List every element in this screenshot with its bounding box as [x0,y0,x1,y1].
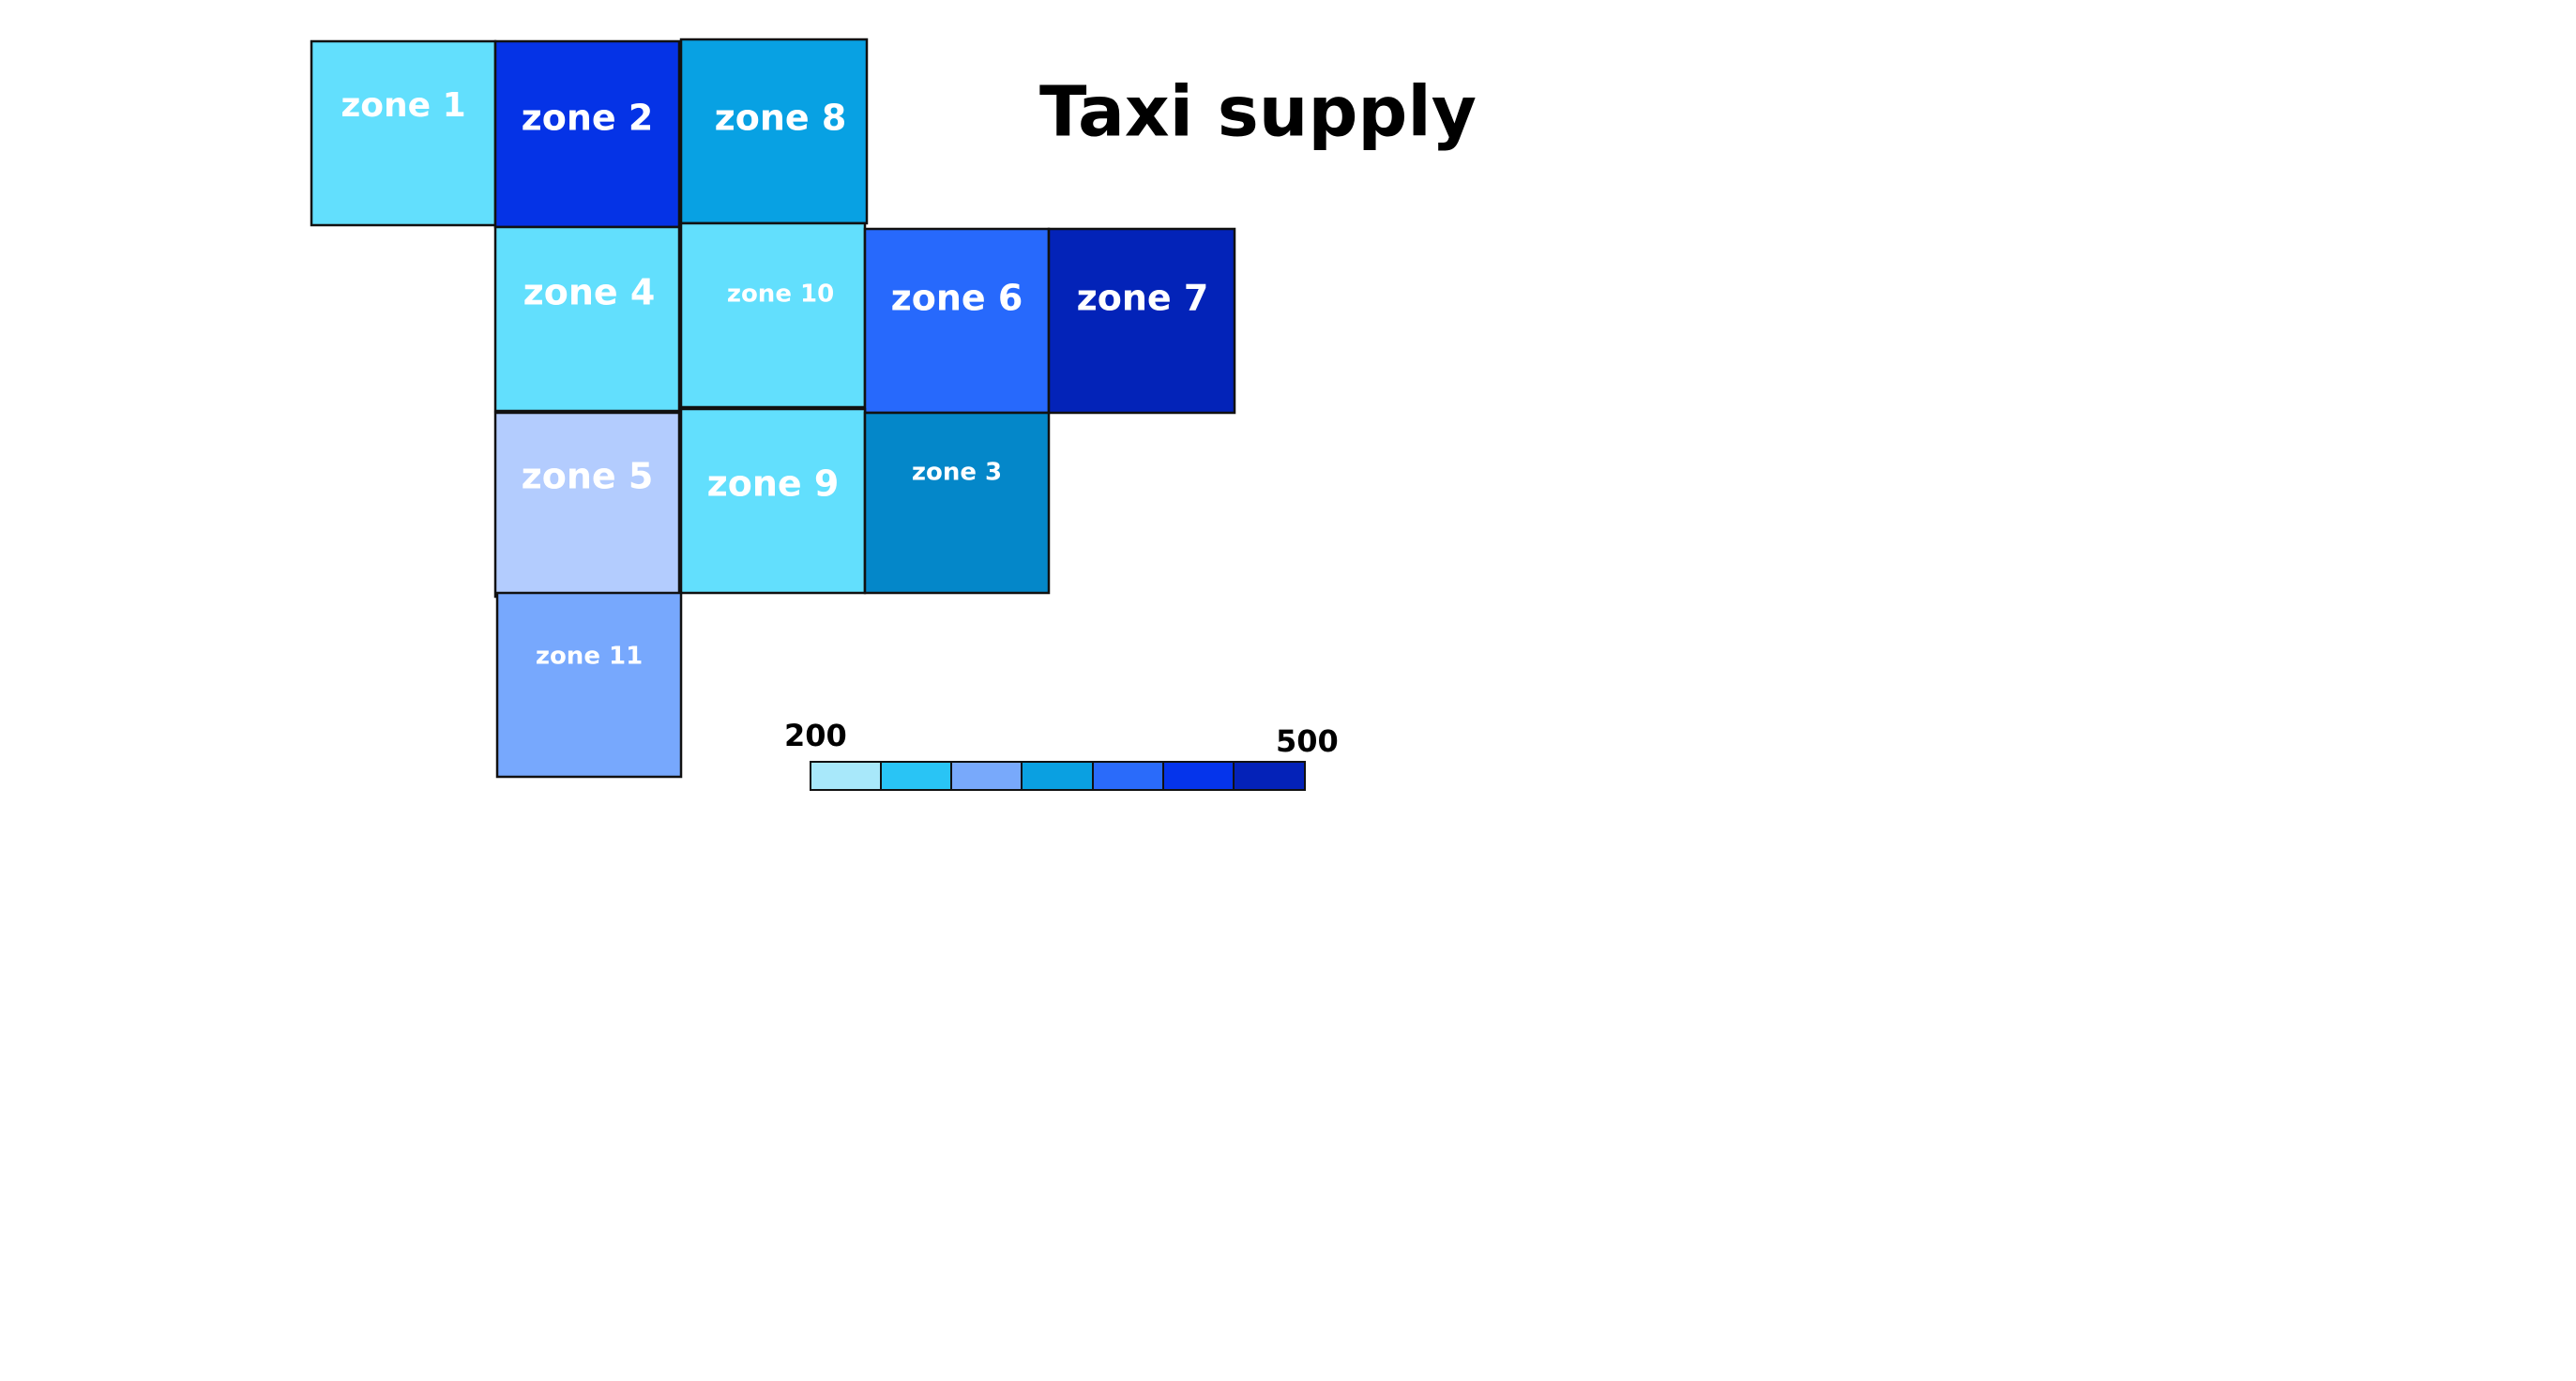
legend-swatch [1021,761,1094,791]
zone-tile: zone 3 [863,411,1051,595]
zone-tile: zone 9 [679,407,867,595]
zone-label: zone 7 [1077,278,1209,319]
zone-tile: zone 6 [863,227,1051,415]
legend-swatch [1233,761,1306,791]
zone-tile: zone 7 [1047,227,1236,415]
zone-label: zone 6 [891,278,1023,319]
zone-cell [310,39,497,227]
zone-label: zone 4 [523,272,656,313]
zone-tile: zone 11 [495,591,683,779]
zone-label: zone 10 [727,281,834,309]
zone-cell [493,225,681,413]
zone-cell [1047,227,1236,415]
zone-cell [863,411,1051,595]
zone-cell [493,411,681,599]
legend-swatch [1092,761,1164,791]
zone-cell [493,39,681,229]
zone-tile: zone 10 [679,221,867,409]
color-legend: 200 500 [784,718,1339,791]
zone-label: zone 8 [715,98,847,139]
legend-swatch [880,761,952,791]
zone-label: zone 1 [341,86,465,125]
zone-label: zone 3 [912,459,1002,487]
legend-max-label: 500 [1276,723,1339,759]
zone-label: zone 2 [522,98,654,139]
page-title: Taxi supply [1039,72,1477,153]
zone-tile: zone 5 [493,411,681,599]
legend-swatch [1162,761,1235,791]
zone-tile: zone 2 [493,39,681,229]
legend-swatch [950,761,1023,791]
legend-swatch [810,761,882,791]
zone-label: zone 11 [536,643,643,671]
zone-cell [495,591,683,779]
zone-cell [679,38,869,225]
zone-tile: zone 8 [679,38,869,225]
zone-cell [679,221,867,409]
zone-tile: zone 1 [310,39,497,227]
zone-label: zone 9 [707,463,840,505]
zone-cell [863,227,1051,415]
legend-min-label: 200 [784,718,847,753]
zone-tile: zone 4 [493,225,681,413]
zone-cell [679,407,867,595]
zone-label: zone 5 [522,456,654,497]
